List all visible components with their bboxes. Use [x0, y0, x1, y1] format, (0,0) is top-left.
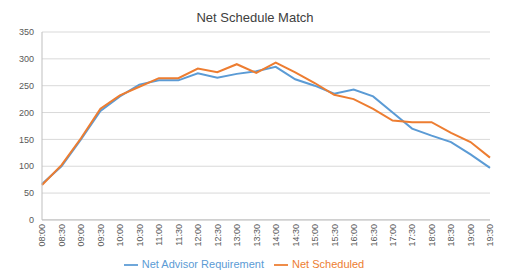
svg-text:10:30: 10:30 — [135, 224, 145, 247]
html-text:Net Scheduled: Net Scheduled — [292, 257, 365, 270]
svg-text:16:00: 16:00 — [349, 224, 359, 247]
svg-text:14:00: 14:00 — [271, 224, 281, 247]
svg-text:350: 350 — [19, 28, 34, 37]
svg-text:09:00: 09:00 — [76, 224, 86, 247]
svg-text:14:30: 14:30 — [291, 224, 301, 247]
svg-text:08:00: 08:00 — [37, 224, 47, 247]
svg-text:50: 50 — [24, 188, 34, 198]
svg-text:17:00: 17:00 — [388, 224, 398, 247]
svg-text:13:00: 13:00 — [232, 224, 242, 247]
svg-text:08:30: 08:30 — [57, 224, 67, 247]
svg-text:0: 0 — [29, 215, 34, 225]
svg-text:18:30: 18:30 — [446, 224, 456, 247]
svg-text:10:00: 10:00 — [115, 224, 125, 247]
svg-text:12:00: 12:00 — [193, 224, 203, 247]
svg-text:12:30: 12:30 — [213, 224, 223, 247]
svg-text:11:30: 11:30 — [174, 224, 184, 246]
svg-text:11:00: 11:00 — [154, 224, 164, 246]
svg-text:15:30: 15:30 — [330, 224, 340, 247]
svg-text:15:00: 15:00 — [310, 224, 320, 247]
html-text:Net Schedule Match: Net Schedule Match — [196, 10, 314, 25]
svg-text:13:30: 13:30 — [252, 224, 262, 247]
svg-text:250: 250 — [19, 81, 34, 91]
svg-text:300: 300 — [19, 54, 34, 64]
svg-text:100: 100 — [19, 161, 34, 171]
svg-text:16:30: 16:30 — [369, 224, 379, 247]
svg-text:200: 200 — [19, 108, 34, 118]
html-text:Net Advisor Requirement: Net Advisor Requirement — [141, 257, 264, 270]
svg-text:19:30: 19:30 — [485, 224, 495, 247]
svg-text:18:00: 18:00 — [427, 224, 437, 247]
svg-text:19:00: 19:00 — [466, 224, 476, 247]
svg-text:17:30: 17:30 — [407, 224, 417, 247]
svg-text:150: 150 — [19, 135, 34, 145]
svg-text:09:30: 09:30 — [96, 224, 106, 247]
